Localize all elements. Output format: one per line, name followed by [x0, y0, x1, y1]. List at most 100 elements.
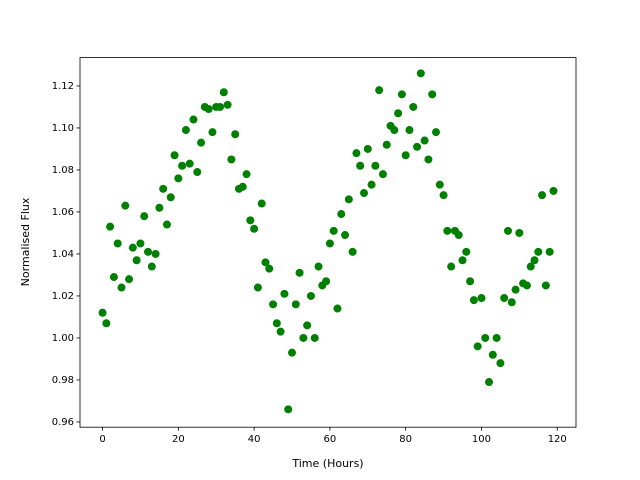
point	[208, 128, 217, 137]
point	[488, 350, 497, 359]
point	[526, 262, 535, 271]
point	[174, 174, 183, 183]
point	[166, 193, 175, 202]
point	[250, 224, 259, 233]
point	[151, 249, 160, 258]
point	[348, 247, 357, 256]
point	[325, 239, 334, 248]
point	[140, 212, 149, 221]
point	[189, 115, 198, 124]
y-tick-label: 1.00	[52, 333, 74, 344]
point	[231, 130, 240, 139]
point	[473, 342, 482, 351]
point	[291, 300, 300, 309]
point	[390, 126, 399, 135]
point	[443, 226, 452, 235]
point	[416, 69, 425, 78]
point	[439, 191, 448, 200]
point	[341, 231, 350, 240]
point	[261, 258, 270, 267]
point	[303, 321, 312, 330]
point	[367, 180, 376, 189]
point	[397, 90, 406, 99]
point	[227, 155, 236, 164]
point	[242, 170, 251, 179]
x-axis-label: Time (Hours)	[291, 457, 363, 470]
point	[522, 281, 531, 290]
x-tick-label: 80	[399, 434, 412, 445]
y-tick-label: 1.04	[52, 249, 74, 260]
point	[337, 210, 346, 219]
point	[272, 319, 281, 328]
point	[238, 182, 247, 191]
point	[159, 184, 168, 193]
point	[394, 109, 403, 118]
point	[382, 140, 391, 149]
y-tick-label: 0.96	[52, 417, 74, 428]
y-tick-label: 1.12	[52, 81, 74, 92]
point	[496, 359, 505, 368]
point	[284, 405, 293, 414]
point	[511, 285, 520, 294]
point	[435, 180, 444, 189]
point	[401, 151, 410, 160]
point	[219, 88, 228, 97]
y-tick-label: 1.08	[52, 165, 74, 176]
point	[469, 296, 478, 305]
point	[538, 191, 547, 200]
point	[181, 126, 190, 135]
point	[136, 239, 145, 248]
point	[280, 289, 289, 298]
point	[117, 283, 126, 292]
point	[193, 168, 202, 177]
point	[121, 201, 130, 210]
point	[359, 189, 368, 198]
point	[352, 149, 361, 158]
x-tick-label: 100	[472, 434, 491, 445]
point	[216, 102, 225, 111]
point	[295, 268, 304, 277]
point	[492, 333, 501, 342]
point	[147, 262, 156, 271]
point	[549, 186, 558, 195]
point	[98, 308, 107, 317]
point	[420, 136, 429, 145]
point	[530, 256, 539, 265]
point	[375, 86, 384, 95]
point	[197, 138, 206, 147]
x-tick-label: 40	[248, 434, 261, 445]
point	[477, 294, 486, 303]
point	[276, 327, 285, 336]
point	[363, 144, 372, 153]
y-tick-label: 1.06	[52, 207, 74, 218]
point	[170, 151, 179, 160]
point	[541, 281, 550, 290]
point	[310, 333, 319, 342]
point	[424, 155, 433, 164]
point	[545, 247, 554, 256]
point	[223, 100, 232, 109]
point	[106, 222, 115, 231]
point	[378, 170, 387, 179]
point	[466, 277, 475, 286]
point	[299, 333, 308, 342]
point	[185, 159, 194, 168]
point	[447, 262, 456, 271]
point	[306, 291, 315, 300]
point	[485, 378, 494, 387]
point	[162, 220, 171, 229]
point	[507, 298, 516, 307]
point	[534, 247, 543, 256]
point	[454, 231, 463, 240]
point	[413, 142, 422, 151]
point	[458, 256, 467, 265]
point	[125, 275, 134, 284]
point	[113, 239, 122, 248]
point	[109, 273, 118, 282]
point	[462, 247, 471, 256]
y-tick-label: 1.02	[52, 291, 74, 302]
point	[481, 333, 490, 342]
y-tick-label: 0.98	[52, 375, 74, 386]
